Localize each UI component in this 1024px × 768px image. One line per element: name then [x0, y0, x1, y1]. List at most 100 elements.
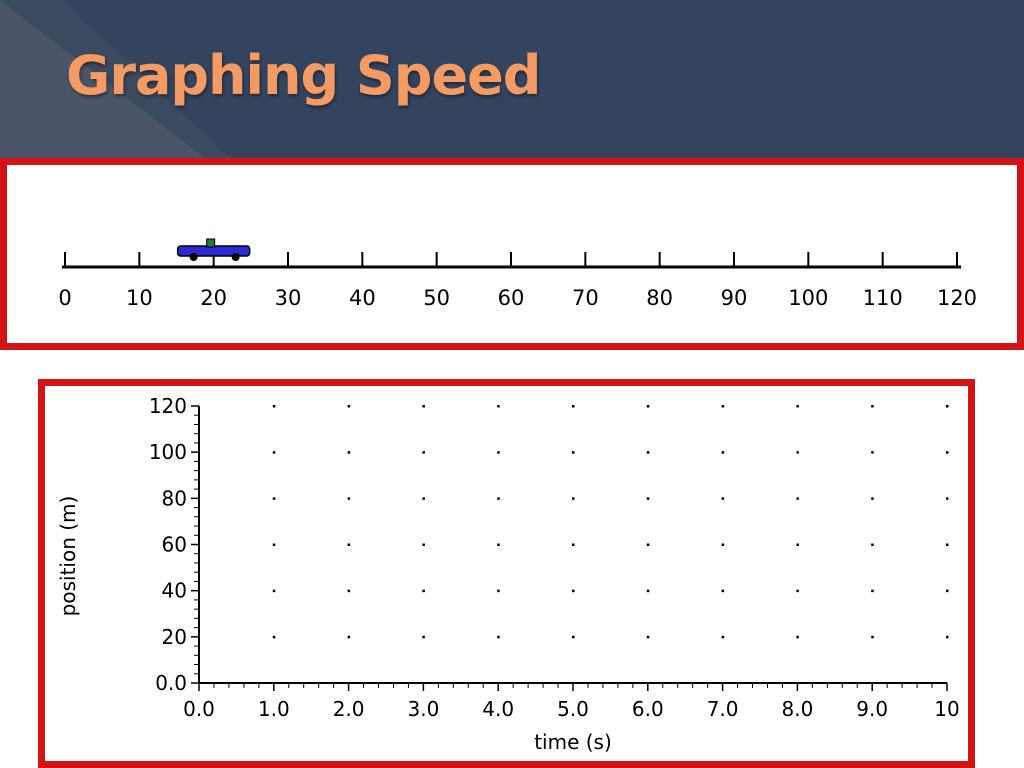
grid-dot [572, 451, 575, 454]
number-line-tick-label: 80 [646, 286, 673, 310]
grid-dot [347, 635, 351, 639]
position-time-chart: 0.0 1.0 2.0 3.0 4.0 5.0 6.0 7.0 8.0 9.0 10 0.0 20 40… [56, 394, 960, 754]
grid-dot [497, 451, 500, 454]
grid-dot [871, 497, 874, 500]
y-tick-label: 60 [162, 533, 187, 557]
number-line-tick-label: 120 [937, 286, 977, 310]
number-line-tick-label: 60 [498, 286, 525, 310]
number-line-tick-label: 70 [572, 286, 599, 310]
slide-header: Graphing Speed [0, 0, 1024, 158]
grid-dot [871, 635, 874, 639]
grid-dot [272, 543, 276, 546]
grid-dot [946, 405, 949, 408]
grid-dot [871, 451, 874, 454]
grid-dot [572, 589, 575, 593]
grid-dot [646, 589, 650, 593]
grid-dot [422, 451, 425, 454]
grid-dot [946, 497, 949, 500]
y-tick-label: 80 [162, 486, 187, 510]
number-line-tick-label: 30 [275, 286, 302, 310]
grid-dot [871, 589, 874, 593]
grid-dot [497, 589, 500, 593]
number-line-tick-label: 40 [349, 286, 376, 310]
x-tick-label: 10 [934, 697, 959, 721]
grid-dot [347, 405, 351, 408]
grid-dot [946, 451, 949, 454]
grid-dot [272, 589, 276, 593]
x-tick-label: 3.0 [407, 697, 439, 721]
grid-dot [946, 635, 949, 639]
grid-dot [422, 497, 425, 500]
number-line-tick-label: 0 [58, 286, 71, 310]
grid-dot [646, 405, 650, 408]
grid-dot [721, 543, 725, 546]
number-line-tick-label: 90 [721, 286, 748, 310]
car-wheel-rear [189, 253, 198, 261]
number-line-tick-label: 50 [423, 286, 450, 310]
slide-title: Graphing Speed [66, 44, 541, 107]
position-time-graph-panel: 0.0 1.0 2.0 3.0 4.0 5.0 6.0 7.0 8.0 9.0 10 0.0 20 40… [38, 379, 975, 768]
x-tick-label: 4.0 [482, 697, 514, 721]
number-line-ticks: 0 10 20 30 40 50 60 70 80 90 100 110 120 [58, 252, 977, 310]
number-line-tick-label: 110 [863, 286, 903, 310]
x-tick-label: 7.0 [707, 697, 739, 721]
grid-dot [871, 405, 874, 408]
grid-dot [572, 497, 575, 500]
grid-dot [721, 635, 725, 639]
y-tick-label: 100 [149, 440, 187, 464]
grid-dot [796, 635, 799, 639]
y-tick-label: 0.0 [155, 671, 187, 695]
grid-dot [272, 497, 276, 500]
x-axis-ticks: 0.0 1.0 2.0 3.0 4.0 5.0 6.0 7.0 8.0 9.0 10 [183, 683, 960, 721]
grid-dot [422, 589, 425, 593]
grid-dot [422, 543, 425, 546]
y-tick-label: 120 [149, 394, 187, 418]
grid-dots [272, 405, 949, 639]
grid-dot [946, 543, 949, 546]
grid-dot [721, 405, 725, 408]
grid-dot [272, 405, 276, 408]
car-icon [176, 238, 251, 261]
grid-dot [796, 405, 799, 408]
grid-dot [946, 589, 949, 593]
grid-dot [347, 589, 351, 593]
y-tick-label: 20 [162, 625, 187, 649]
x-tick-label: 6.0 [632, 697, 664, 721]
grid-dot [272, 635, 276, 639]
grid-dot [646, 497, 650, 500]
grid-dot [347, 543, 351, 546]
x-tick-label: 1.0 [258, 697, 290, 721]
grid-dot [721, 451, 725, 454]
grid-dot [422, 405, 425, 408]
grid-dot [871, 543, 874, 546]
grid-dot [796, 451, 799, 454]
grid-dot [646, 451, 650, 454]
grid-dot [646, 635, 650, 639]
x-tick-label: 2.0 [333, 697, 365, 721]
grid-dot [497, 497, 500, 500]
grid-dot [572, 543, 575, 546]
car-wheel-front [231, 253, 240, 261]
y-axis-label: position (m) [56, 496, 80, 617]
grid-dot [347, 497, 351, 500]
x-tick-label: 0.0 [183, 697, 215, 721]
grid-dot [497, 635, 500, 639]
x-tick-label: 8.0 [781, 697, 813, 721]
grid-dot [572, 635, 575, 639]
number-line: 0 10 20 30 40 50 60 70 80 90 100 110 120 [58, 238, 977, 310]
grid-dot [796, 543, 799, 546]
grid-dot [721, 589, 725, 593]
x-axis-label: time (s) [534, 730, 612, 754]
x-tick-label: 9.0 [856, 697, 888, 721]
grid-dot [347, 451, 351, 454]
grid-dot [646, 543, 650, 546]
grid-dot [422, 635, 425, 639]
minor-ticks [194, 414, 933, 688]
number-line-tick-label: 100 [788, 286, 828, 310]
grid-dot [272, 451, 276, 454]
grid-dot [796, 497, 799, 500]
x-tick-label: 5.0 [557, 697, 589, 721]
car-cabin [206, 238, 216, 248]
y-axis-ticks: 0.0 20 40 60 80 100 120 [149, 394, 199, 695]
header-decoration [0, 0, 230, 158]
